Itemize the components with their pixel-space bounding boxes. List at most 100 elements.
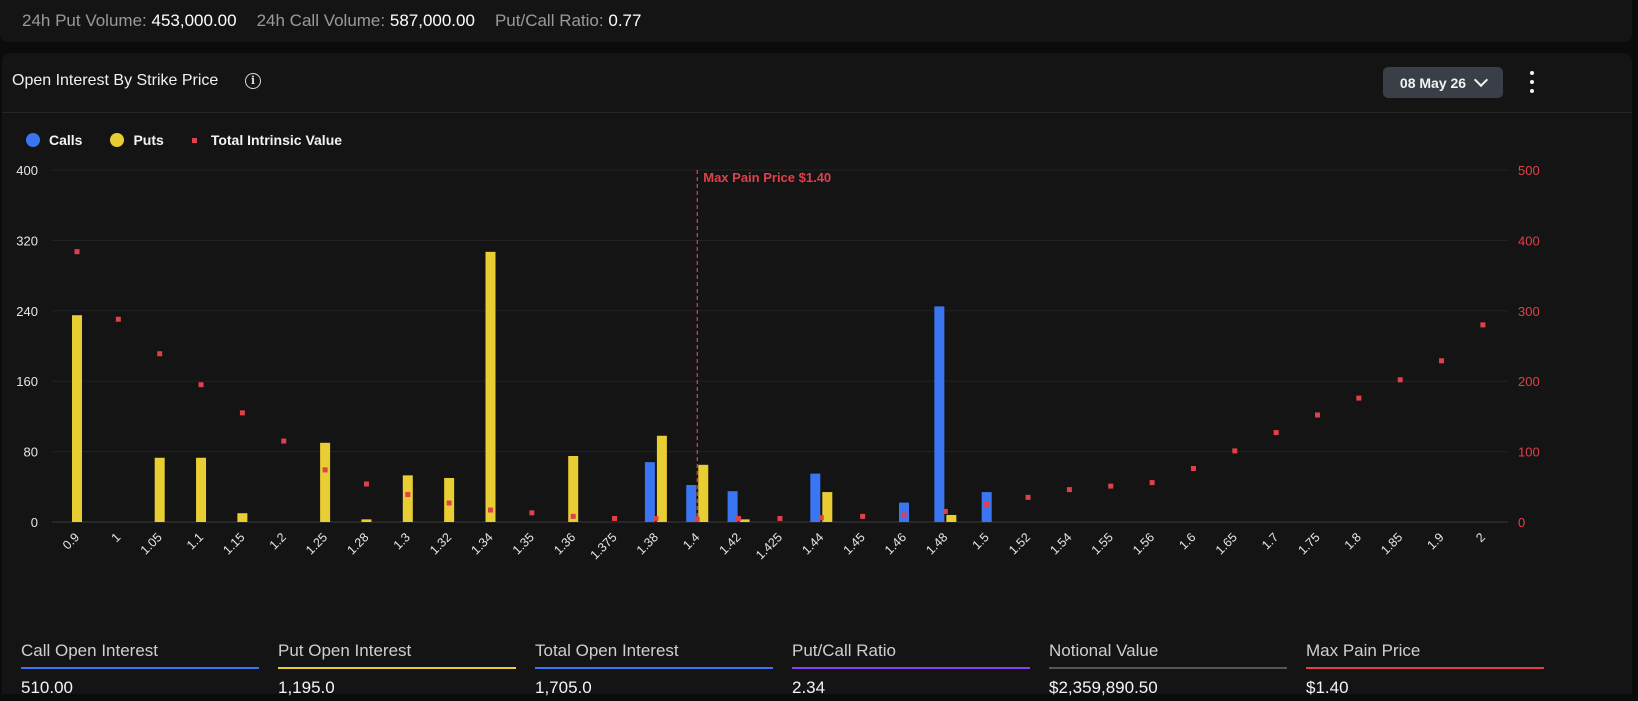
- x-tick-label: 1.38: [634, 530, 661, 557]
- stat-label: Notional Value: [1049, 641, 1159, 660]
- intrinsic-value-point: [818, 515, 824, 521]
- intrinsic-value-point: [446, 500, 452, 506]
- x-tick-label: 2: [1473, 530, 1488, 545]
- puts-bar: [237, 513, 248, 522]
- call-volume-stat: 24h Call Volume: 587,000.00: [257, 11, 475, 31]
- put-call-ratio-label: Put/Call Ratio:: [494, 11, 604, 30]
- intrinsic-value-point: [405, 492, 411, 498]
- intrinsic-value-point: [612, 515, 618, 521]
- intrinsic-value-point: [942, 508, 948, 514]
- stat-label: Put Open Interest: [278, 641, 412, 660]
- intrinsic-value-point: [860, 513, 866, 519]
- x-tick-label: 1.5: [970, 530, 992, 552]
- stat-value: $1.40: [1306, 678, 1349, 697]
- put-volume-stat: 24h Put Volume: 453,000.00: [22, 11, 237, 31]
- legend-intrinsic-label: Total Intrinsic Value: [210, 132, 343, 148]
- panel-header: Open Interest By Strike Price i 08 May 2…: [2, 53, 1632, 113]
- x-tick-label: 1.35: [510, 530, 537, 557]
- more-options-icon[interactable]: [1526, 71, 1538, 95]
- y-left-tick-label: 80: [24, 445, 38, 460]
- x-tick-label: 1.75: [1296, 530, 1323, 557]
- stat-card: Put Open Interest 1,195.0: [278, 641, 516, 698]
- x-tick-label: 1.46: [882, 530, 909, 557]
- puts-bar: [154, 457, 165, 522]
- x-tick-label: 1: [109, 530, 124, 545]
- puts-bar: [822, 492, 833, 522]
- intrinsic-value-point: [1190, 465, 1196, 471]
- x-tick-label: 1.48: [923, 530, 950, 557]
- puts-bar: [444, 478, 455, 522]
- intrinsic-value-point: [1397, 377, 1403, 383]
- x-tick-label: 1.85: [1378, 530, 1405, 557]
- x-tick-label: 1.375: [588, 530, 620, 562]
- intrinsic-value-point: [901, 512, 907, 518]
- expiry-date-select[interactable]: 08 May 26: [1383, 67, 1503, 98]
- put-call-ratio-stat: Put/Call Ratio: 0.77: [495, 11, 642, 31]
- x-tick-label: 1.2: [267, 530, 289, 552]
- stat-value: 2.34: [792, 678, 826, 697]
- legend-puts[interactable]: Puts: [110, 132, 164, 148]
- y-left-tick-label: 400: [16, 163, 38, 178]
- open-interest-chart: 400 320 240 160 80 0 500 400 300 200 100 0 0.9 1 1.05 1…: [16, 163, 1540, 562]
- puts-bar: [485, 251, 496, 522]
- intrinsic-value-point: [1315, 412, 1320, 418]
- put-volume-label: 24h Put Volume:: [22, 11, 147, 30]
- stat-underline: [1049, 667, 1287, 669]
- x-tick-label: 0.9: [60, 530, 82, 552]
- legend-intrinsic[interactable]: Total Intrinsic Value: [191, 132, 343, 148]
- stat-underline: [278, 667, 516, 669]
- legend-calls[interactable]: Calls: [26, 132, 82, 148]
- panel-title: Open Interest By Strike Price: [12, 72, 219, 89]
- put-volume-value: 453,000.00: [151, 11, 237, 30]
- x-tick-label: 1.45: [841, 530, 868, 557]
- legend-puts-label: Puts: [133, 132, 164, 148]
- x-tick-label: 1.25: [303, 530, 330, 557]
- stat-label: Put/Call Ratio: [792, 641, 896, 660]
- info-icon[interactable]: i: [245, 73, 261, 89]
- puts-bar: [568, 456, 579, 522]
- intrinsic-value-point: [157, 351, 163, 357]
- intrinsic-value-point: [570, 513, 576, 519]
- puts-bar: [656, 435, 667, 522]
- x-tick-label: 1.34: [469, 530, 496, 557]
- x-tick-label: 1.4: [680, 530, 702, 552]
- intrinsic-value-point: [281, 438, 287, 444]
- puts-bar: [946, 514, 957, 522]
- x-tick-label: 1.42: [717, 530, 744, 557]
- x-tick-label: 1.3: [391, 530, 413, 552]
- calls-bar: [727, 491, 738, 522]
- y-right-tick-label: 100: [1518, 445, 1540, 460]
- intrinsic-value-point: [488, 507, 493, 513]
- intrinsic-value-point: [1232, 448, 1238, 454]
- intrinsic-value-point: [777, 515, 783, 521]
- volume-summary-bar: 24h Put Volume: 453,000.00 24h Call Volu…: [0, 0, 1632, 42]
- stat-value: 1,705.0: [535, 678, 592, 697]
- intrinsic-value-point: [74, 249, 80, 255]
- stat-value: 1,195.0: [278, 678, 335, 697]
- y-right-tick-label: 500: [1518, 163, 1540, 178]
- legend-calls-label: Calls: [49, 132, 83, 148]
- x-tick-label: 1.36: [551, 530, 578, 557]
- intrinsic-value-point: [1273, 430, 1279, 436]
- intrinsic-value-point: [1066, 487, 1072, 493]
- intrinsic-value-point: [736, 515, 742, 521]
- calls-bar: [644, 462, 655, 522]
- calls-bar: [981, 492, 992, 522]
- calls-bar: [810, 473, 821, 522]
- intrinsic-value-point: [694, 516, 700, 522]
- max-pain-label: Max Pain Price $1.40: [703, 170, 831, 185]
- x-tick-label: 1.55: [1089, 530, 1116, 557]
- puts-bar: [402, 475, 413, 522]
- x-tick-label: 1.6: [1176, 530, 1198, 552]
- intrinsic-value-point: [1108, 483, 1114, 489]
- puts-bar: [698, 464, 709, 522]
- calls-bar: [686, 485, 697, 522]
- stat-label: Call Open Interest: [21, 641, 159, 660]
- stat-card: Max Pain Price $1.40: [1306, 641, 1544, 698]
- x-tick-label: 1.8: [1342, 530, 1364, 552]
- open-interest-panel: Open Interest By Strike Price i 08 May 2…: [2, 53, 1632, 697]
- puts-bar: [196, 457, 207, 522]
- puts-bar: [739, 519, 750, 522]
- put-call-ratio-value: 0.77: [608, 11, 642, 30]
- intrinsic-value-point: [239, 410, 245, 416]
